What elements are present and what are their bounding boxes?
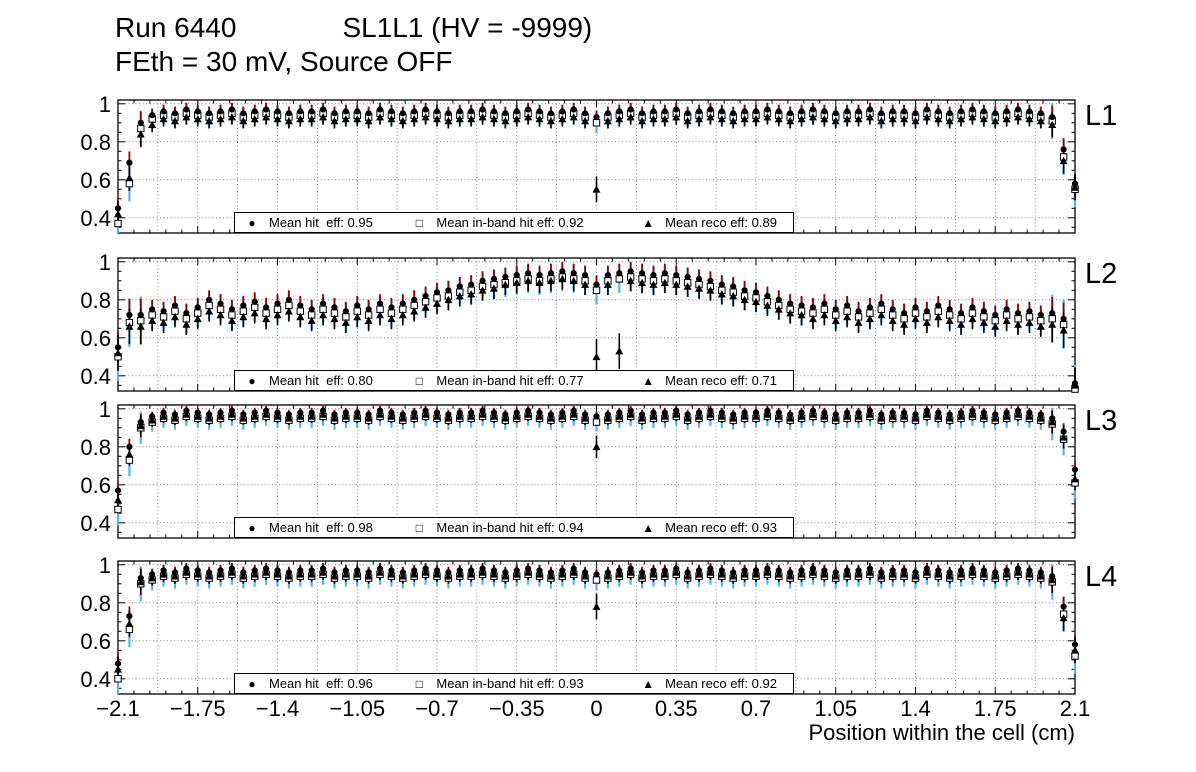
chamber-title: SL1L1 (HV = -9999)	[342, 12, 593, 43]
legend-entry-label: Mean in-band hit eff: 0.94	[436, 520, 584, 535]
legend-entry-label: Mean in-band hit eff: 0.92	[436, 215, 584, 230]
svg-text:0.4: 0.4	[80, 206, 111, 231]
x-tick-label: 0.7	[740, 696, 772, 721]
svg-text:0.6: 0.6	[80, 326, 111, 351]
legend-panel-l1: ● Mean hit eff: 0.95 □ Mean in-band hit …	[234, 212, 794, 233]
x-tick-label: 1.4	[900, 696, 931, 721]
legend-entry: ● Mean hit eff: 0.96	[235, 674, 402, 693]
legend-entry: ▲ Mean reco eff: 0.89	[631, 213, 793, 232]
svg-text:0.8: 0.8	[80, 435, 111, 460]
svg-text:0.8: 0.8	[80, 288, 111, 313]
open-square-icon: □	[415, 520, 424, 535]
svg-text:0.6: 0.6	[80, 629, 111, 654]
filled-triangle-icon: ▲	[642, 520, 655, 535]
x-tick-label: −2.1	[96, 696, 140, 721]
legend-entry-label: Mean hit eff: 0.95	[269, 215, 373, 230]
panel-label-l2: L2	[1085, 258, 1118, 290]
legend-entry: ▲ Mean reco eff: 0.71	[631, 371, 793, 390]
panel-label-l4: L4	[1085, 561, 1118, 593]
legend-panel-l2: ● Mean hit eff: 0.80 □ Mean in-band hit …	[234, 370, 794, 391]
svg-text:0.6: 0.6	[80, 168, 111, 193]
legend-entry: ● Mean hit eff: 0.95	[235, 213, 402, 232]
filled-triangle-icon: ▲	[642, 373, 655, 388]
filled-circle-icon: ●	[248, 676, 256, 691]
legend-entry: ● Mean hit eff: 0.80	[235, 371, 402, 390]
legend-entry: □ Mean in-band hit eff: 0.77	[402, 371, 631, 390]
svg-text:1: 1	[99, 553, 111, 578]
legend-entry-label: Mean reco eff: 0.92	[665, 676, 777, 691]
open-square-icon: □	[415, 373, 424, 388]
x-tick-label: −1.4	[255, 696, 300, 721]
open-square-icon: □	[415, 676, 424, 691]
legend-entry-label: Mean reco eff: 0.71	[665, 373, 777, 388]
figure-title: Run 6440 SL1L1 (HV = -9999)	[115, 12, 592, 44]
legend-entry: ▲ Mean reco eff: 0.93	[631, 518, 793, 537]
svg-text:0.4: 0.4	[80, 667, 111, 692]
svg-text:1: 1	[99, 92, 111, 117]
legend-entry-label: Mean reco eff: 0.93	[665, 520, 777, 535]
x-tick-label: 0.35	[654, 696, 698, 721]
x-tick-label: −1.75	[169, 696, 226, 721]
x-tick-label: 2.1	[1059, 696, 1091, 721]
open-square-icon: □	[415, 215, 424, 230]
x-tick-label: 1.75	[973, 696, 1017, 721]
filled-circle-icon: ●	[248, 373, 256, 388]
plot-panel-l4: 0.4 0.6 0.8 1	[80, 553, 1079, 695]
x-tick-label: −0.7	[415, 696, 459, 721]
legend-entry-label: Mean hit eff: 0.98	[269, 520, 373, 535]
legend-entry: □ Mean in-band hit eff: 0.94	[402, 518, 631, 537]
run-title: Run 6440	[115, 12, 237, 43]
legend-entry: ▲ Mean reco eff: 0.92	[631, 674, 793, 693]
svg-text:0.4: 0.4	[80, 364, 111, 389]
x-tick-label: 1.05	[814, 696, 858, 721]
filled-circle-icon: ●	[248, 215, 256, 230]
x-axis-title: Position within the cell (cm)	[808, 720, 1075, 745]
svg-text:0.4: 0.4	[80, 511, 111, 536]
plot-panel-l1: 0.4 0.6 0.8 1	[80, 92, 1079, 234]
filled-triangle-icon: ▲	[642, 215, 655, 230]
filled-circle-icon: ●	[248, 520, 256, 535]
x-tick-label: −1.05	[329, 696, 386, 721]
panel-label-l1: L1	[1085, 100, 1118, 132]
x-tick-label: −0.35	[488, 696, 545, 721]
x-tick-label: 0	[590, 696, 603, 721]
legend-entry-label: Mean in-band hit eff: 0.77	[436, 373, 584, 388]
svg-text:1: 1	[99, 250, 111, 275]
legend-panel-l4: ● Mean hit eff: 0.96 □ Mean in-band hit …	[234, 673, 794, 694]
svg-text:0.8: 0.8	[80, 130, 111, 155]
legend-entry-label: Mean in-band hit eff: 0.93	[436, 676, 584, 691]
x-axis-labels: −2.1 −1.75 −1.4 −1.05 −0.7 −0.35 0 0.35 0.7 1.05 1…	[0, 696, 1196, 721]
plot-panel-l3: 0.4 0.6 0.8 1	[80, 397, 1079, 539]
filled-triangle-icon: ▲	[642, 676, 655, 691]
svg-text:0.6: 0.6	[80, 473, 111, 498]
legend-panel-l3: ● Mean hit eff: 0.98 □ Mean in-band hit …	[234, 517, 794, 538]
legend-entry: ● Mean hit eff: 0.98	[235, 518, 402, 537]
svg-text:0.8: 0.8	[80, 591, 111, 616]
legend-entry: □ Mean in-band hit eff: 0.93	[402, 674, 631, 693]
figure-subtitle: FEth = 30 mV, Source OFF	[115, 46, 453, 77]
plot-panel-l2: 0.4 0.6 0.8 1	[80, 250, 1079, 393]
legend-entry-label: Mean hit eff: 0.96	[269, 676, 373, 691]
legend-entry: □ Mean in-band hit eff: 0.92	[402, 213, 631, 232]
panel-label-l3: L3	[1085, 405, 1118, 437]
svg-text:1: 1	[99, 397, 111, 422]
legend-entry-label: Mean reco eff: 0.89	[665, 215, 777, 230]
legend-entry-label: Mean hit eff: 0.80	[269, 373, 373, 388]
